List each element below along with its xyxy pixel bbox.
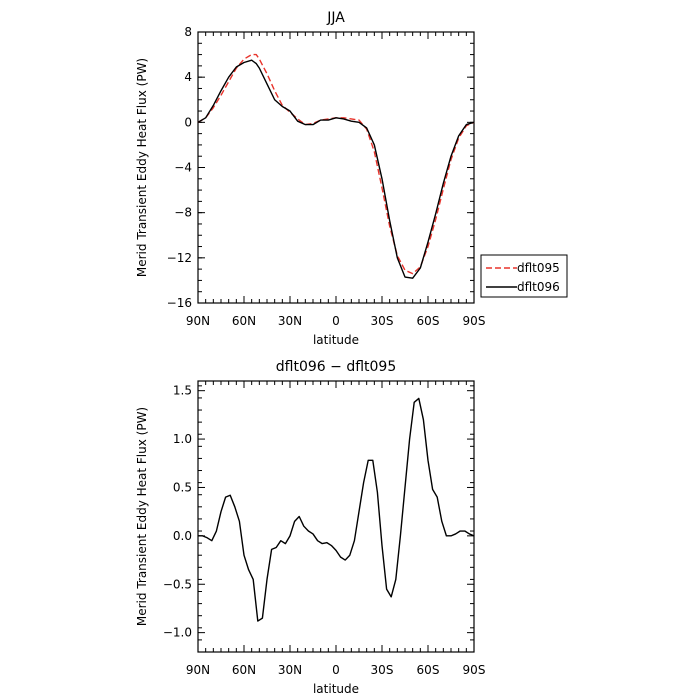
y-tick-label: 0.5 [173,480,192,494]
series-line-dflt095 [197,53,475,275]
x-tick-label: 60S [417,314,440,328]
series-line-dflt096 [197,59,475,279]
y-tick-label: −16 [167,296,192,310]
y-tick-label: −12 [167,251,192,265]
y-tick-label: 8 [184,25,192,39]
y-tick-label: 0.0 [173,529,192,543]
legend-label-dflt096: dflt096 [517,280,560,294]
legend-label-dflt095: dflt095 [517,261,560,275]
x-tick-label: 30N [278,314,302,328]
y-tick-label: 1.5 [173,384,192,398]
chart-title: dflt096 − dflt095 [276,359,396,375]
y-axis-label: Merid Transient Eddy Heat Flux (PW) [135,407,149,626]
x-axis-label: latitude [313,682,359,696]
y-tick-label: 1.0 [173,432,192,446]
x-tick-label: 60S [417,663,440,677]
x-tick-label: 60N [232,314,256,328]
top-panel: 90N 60N 30N 0 30S 60S 90S −16 −12 −8 −4 0 4 8 JJA latit… [135,10,568,347]
x-tick-label: 30S [371,314,394,328]
series-line-difference [198,397,475,622]
y-tick-label: 0 [184,115,192,129]
bottom-panel: 90N 60N 30N 0 30S 60S 90S −1.0 −0.5 0.0 0.5 1.0 1.5 d… [135,359,485,696]
legend-box [480,254,568,298]
x-tick-label: 90N [186,663,210,677]
x-tick-label: 30S [371,663,394,677]
x-axis-label: latitude [313,333,359,347]
x-tick-label: 0 [332,314,340,328]
y-axis-label: Merid Transient Eddy Heat Flux (PW) [135,58,149,277]
y-tick-label: −4 [174,161,192,175]
x-tick-label: 90S [463,314,486,328]
x-tick-label: 30N [278,663,302,677]
x-tick-label: 90N [186,314,210,328]
x-tick-label: 60N [232,663,256,677]
plot-frame [197,380,475,653]
y-tick-label: −8 [174,206,192,220]
y-tick-label: −0.5 [163,577,192,591]
plot-frame [197,31,475,304]
chart-title: JJA [326,10,345,26]
y-tick-label: 4 [184,70,192,84]
x-tick-label: 0 [332,663,340,677]
x-tick-label: 90S [463,663,486,677]
y-tick-label: −1.0 [163,626,192,640]
